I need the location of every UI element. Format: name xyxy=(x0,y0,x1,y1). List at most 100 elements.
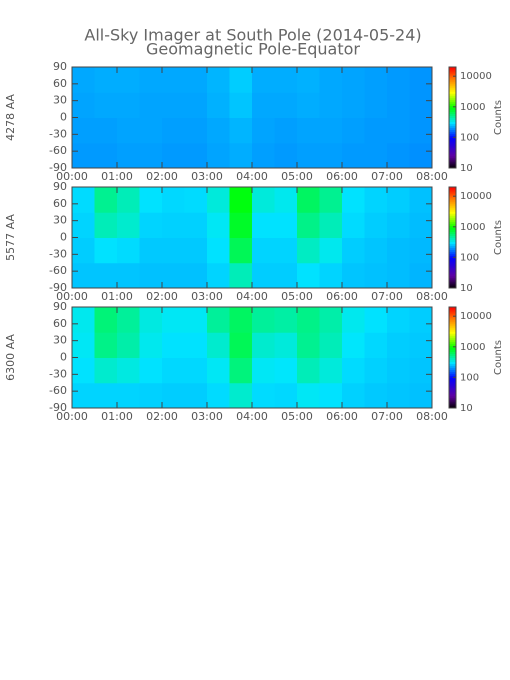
heatmap-cell xyxy=(117,382,140,409)
x-tick-label: 02:00 xyxy=(146,170,178,183)
colorbar-gradient xyxy=(449,159,456,163)
colorbar-gradient xyxy=(449,235,456,238)
heatmap-cell xyxy=(252,332,275,358)
x-tick-label: 04:00 xyxy=(236,410,268,423)
colorbar-tick-label: 10 xyxy=(460,403,473,414)
heatmap-cell xyxy=(139,307,163,333)
colorbar-gradient xyxy=(449,133,456,137)
colorbar-gradient xyxy=(449,261,456,265)
heatmap-cell xyxy=(252,357,275,384)
heatmap-cell xyxy=(297,382,320,409)
colorbar-gradient xyxy=(449,313,456,316)
figure-title: All-Sky Imager at South Pole (2014-05-24… xyxy=(84,26,421,45)
colorbar-gradient xyxy=(449,327,456,330)
heatmap-cell xyxy=(229,332,253,358)
heatmap-cell xyxy=(319,187,343,213)
heatmap-cell xyxy=(409,92,433,118)
heatmap-cell xyxy=(274,212,298,238)
heatmap-cell xyxy=(117,332,140,358)
y-tick-label: 90 xyxy=(53,180,67,193)
colorbar-gradient xyxy=(449,195,456,198)
heatmap-cell xyxy=(139,67,163,93)
x-tick-label: 00:00 xyxy=(56,410,88,423)
colorbar-gradient xyxy=(449,349,456,352)
heatmap-cell xyxy=(274,142,298,169)
heatmap-cell xyxy=(319,382,343,409)
y-tick-label: -90 xyxy=(49,161,67,174)
colorbar-gradient xyxy=(449,163,456,167)
heatmap-cell xyxy=(229,142,253,169)
heatmap-cell xyxy=(342,187,365,213)
colorbar-tick-label: 100 xyxy=(460,372,479,383)
x-tick-label: 06:00 xyxy=(326,290,358,303)
heatmap-cell xyxy=(162,142,185,169)
heatmap-cell xyxy=(229,117,253,144)
x-tick-label: 03:00 xyxy=(191,290,223,303)
y-tick-label: -30 xyxy=(49,367,67,380)
heatmap-cell xyxy=(409,187,433,213)
colorbar-gradient xyxy=(449,111,456,114)
colorbar-gradient xyxy=(449,315,456,318)
heatmap-cell xyxy=(274,187,298,213)
colorbar-gradient xyxy=(449,201,456,204)
colorbar-gradient xyxy=(449,91,456,94)
heatmap-cell xyxy=(229,92,253,118)
colorbar-gradient xyxy=(449,359,456,363)
colorbar-tick-label: 10000 xyxy=(460,71,492,82)
heatmap-cell xyxy=(364,92,388,118)
colorbar-gradient xyxy=(449,375,456,379)
heatmap-cell xyxy=(297,332,320,358)
colorbar-gradient xyxy=(449,357,456,361)
heatmap-cell xyxy=(72,92,95,118)
colorbar-gradient xyxy=(449,145,456,149)
y-tick-label: 60 xyxy=(53,197,67,210)
colorbar-tick-label: 1000 xyxy=(460,222,485,233)
heatmap-cell xyxy=(342,307,365,333)
heatmap-cell xyxy=(117,212,140,238)
heatmap-cell xyxy=(94,382,118,409)
colorbar-gradient xyxy=(449,213,456,216)
heatmap-cell xyxy=(184,212,208,238)
heatmap-cell xyxy=(139,212,163,238)
heatmap-cell xyxy=(364,187,388,213)
x-tick-label: 04:00 xyxy=(236,170,268,183)
heatmap-cell xyxy=(364,357,388,384)
heatmap-cell xyxy=(117,67,140,93)
colorbar-gradient xyxy=(449,369,456,373)
colorbar-gradient xyxy=(449,83,456,86)
heatmap-cell xyxy=(117,92,140,118)
heatmap-cell xyxy=(342,117,365,144)
colorbar-gradient xyxy=(449,345,456,348)
heatmap-cell xyxy=(72,307,95,333)
heatmap-cell xyxy=(252,262,275,289)
heatmap-cell xyxy=(207,307,230,333)
colorbar-gradient xyxy=(449,321,456,324)
colorbar-gradient xyxy=(449,329,456,332)
figure-subtitle: Geomagnetic Pole-Equator xyxy=(146,40,360,59)
colorbar-gradient xyxy=(449,325,456,328)
colorbar-gradient xyxy=(449,231,456,234)
heatmap-cell xyxy=(364,382,388,409)
heatmap-cell xyxy=(139,237,163,264)
colorbar-tick-label: 100 xyxy=(460,132,479,143)
heatmap-cell xyxy=(72,357,95,384)
heatmap-cell xyxy=(229,262,253,289)
heatmap-cell xyxy=(72,332,95,358)
colorbar-frame xyxy=(448,306,457,409)
colorbar-gradient xyxy=(449,151,456,155)
colorbar-gradient xyxy=(449,99,456,102)
colorbar-gradient xyxy=(449,405,456,409)
heatmap-cell xyxy=(139,382,163,409)
heatmap-cell xyxy=(297,237,320,264)
colorbar-gradient xyxy=(449,123,456,127)
x-tick-label: 05:00 xyxy=(281,290,313,303)
heatmap-cell xyxy=(139,262,163,289)
colorbar-tick-label: 10 xyxy=(460,283,473,294)
colorbar-gradient xyxy=(449,377,456,381)
colorbar-tick-label: 10 xyxy=(460,163,473,174)
heatmap-cell xyxy=(184,187,208,213)
colorbar-gradient xyxy=(449,381,456,385)
colorbar-gradient xyxy=(449,367,456,371)
heatmap-cell xyxy=(387,382,410,409)
colorbar-gradient xyxy=(449,389,456,393)
